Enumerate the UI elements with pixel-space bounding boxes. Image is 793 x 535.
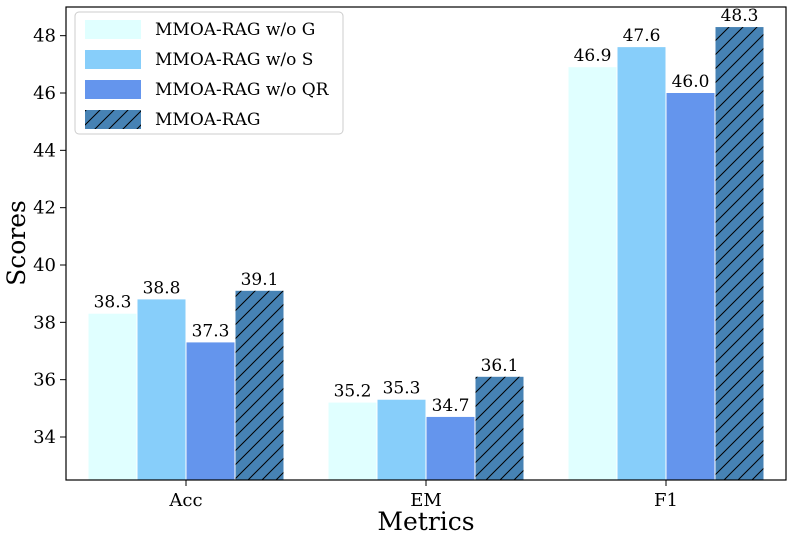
y-axis: 34 36 38 40 42 44 46 48 bbox=[33, 26, 66, 448]
x-axis: Acc EM F1 bbox=[168, 480, 678, 511]
y-tick-label: 48 bbox=[33, 26, 56, 47]
x-tick-label-em: EM bbox=[410, 490, 442, 511]
legend-swatch-mmoa-rag-w-o-qr bbox=[85, 80, 141, 99]
bar-acc-mmoa-rag-w-o-s bbox=[137, 299, 186, 480]
data-labels-group: 38.3 38.8 37.3 39.1 35.2 35.3 34.7 36.1 46.9 47.6… bbox=[94, 6, 759, 416]
legend-label-mmoa-rag-w-o-s: MMOA-RAG w/o S bbox=[155, 50, 313, 70]
data-label-f1-mmoa-rag-w-o-g: 46.9 bbox=[574, 46, 612, 66]
data-label-em-mmoa-rag-w-o-qr: 34.7 bbox=[432, 396, 470, 416]
data-label-f1-mmoa-rag-w-o-qr: 46.0 bbox=[672, 72, 710, 92]
data-label-f1-mmoa-rag-w-o-s: 47.6 bbox=[623, 26, 661, 46]
data-label-acc-mmoa-rag-w-o-qr: 37.3 bbox=[192, 321, 230, 341]
y-tick-label: 44 bbox=[33, 140, 56, 161]
bar-hatch-acc bbox=[235, 290, 284, 480]
y-tick-label: 36 bbox=[33, 370, 56, 391]
legend-swatch-mmoa-rag-w-o-s bbox=[85, 50, 141, 69]
data-label-em-mmoa-rag: 36.1 bbox=[481, 356, 519, 376]
y-tick-label: 46 bbox=[33, 83, 56, 104]
data-label-f1-mmoa-rag: 48.3 bbox=[721, 6, 759, 26]
bars-group bbox=[88, 27, 764, 481]
data-label-em-mmoa-rag-w-o-s: 35.3 bbox=[383, 379, 421, 399]
legend-label-mmoa-rag-w-o-g: MMOA-RAG w/o G bbox=[155, 20, 315, 40]
bar-em-mmoa-rag-w-o-qr bbox=[426, 416, 475, 480]
data-label-acc-mmoa-rag: 39.1 bbox=[241, 270, 279, 290]
data-label-acc-mmoa-rag-w-o-s: 38.8 bbox=[143, 278, 181, 298]
legend-swatch-mmoa-rag-w-o-g bbox=[85, 20, 141, 39]
bar-acc-mmoa-rag-w-o-qr bbox=[186, 342, 235, 480]
y-tick-label: 42 bbox=[33, 198, 56, 219]
bar-em-mmoa-rag-w-o-s bbox=[377, 399, 426, 480]
y-tick-label: 38 bbox=[33, 312, 56, 333]
bar-em-mmoa-rag-w-o-g bbox=[328, 402, 377, 480]
bar-hatch-em bbox=[475, 376, 524, 480]
bar-f1-mmoa-rag-w-o-s bbox=[617, 47, 666, 481]
data-label-acc-mmoa-rag-w-o-g: 38.3 bbox=[94, 293, 132, 313]
bar-f1-mmoa-rag-w-o-qr bbox=[666, 93, 715, 480]
bar-hatch-f1 bbox=[715, 27, 764, 481]
x-tick-label-f1: F1 bbox=[654, 490, 678, 511]
legend-label-mmoa-rag-w-o-qr: MMOA-RAG w/o QR bbox=[155, 80, 330, 100]
x-tick-label-acc: Acc bbox=[168, 490, 202, 511]
legend: MMOA-RAG w/o G MMOA-RAG w/o S MMOA-RAG w/o… bbox=[74, 11, 344, 135]
x-axis-title: Metrics bbox=[377, 507, 474, 535]
bar-f1-mmoa-rag-w-o-g bbox=[568, 67, 617, 480]
legend-swatch-hatch bbox=[85, 110, 141, 129]
y-axis-title: Scores bbox=[2, 200, 31, 286]
bar-acc-mmoa-rag-w-o-g bbox=[88, 313, 137, 480]
legend-label-mmoa-rag: MMOA-RAG bbox=[155, 110, 260, 130]
legend-box bbox=[74, 11, 344, 135]
y-tick-label: 34 bbox=[33, 427, 56, 448]
data-label-em-mmoa-rag-w-o-g: 35.2 bbox=[334, 382, 372, 402]
y-tick-label: 40 bbox=[33, 255, 56, 276]
